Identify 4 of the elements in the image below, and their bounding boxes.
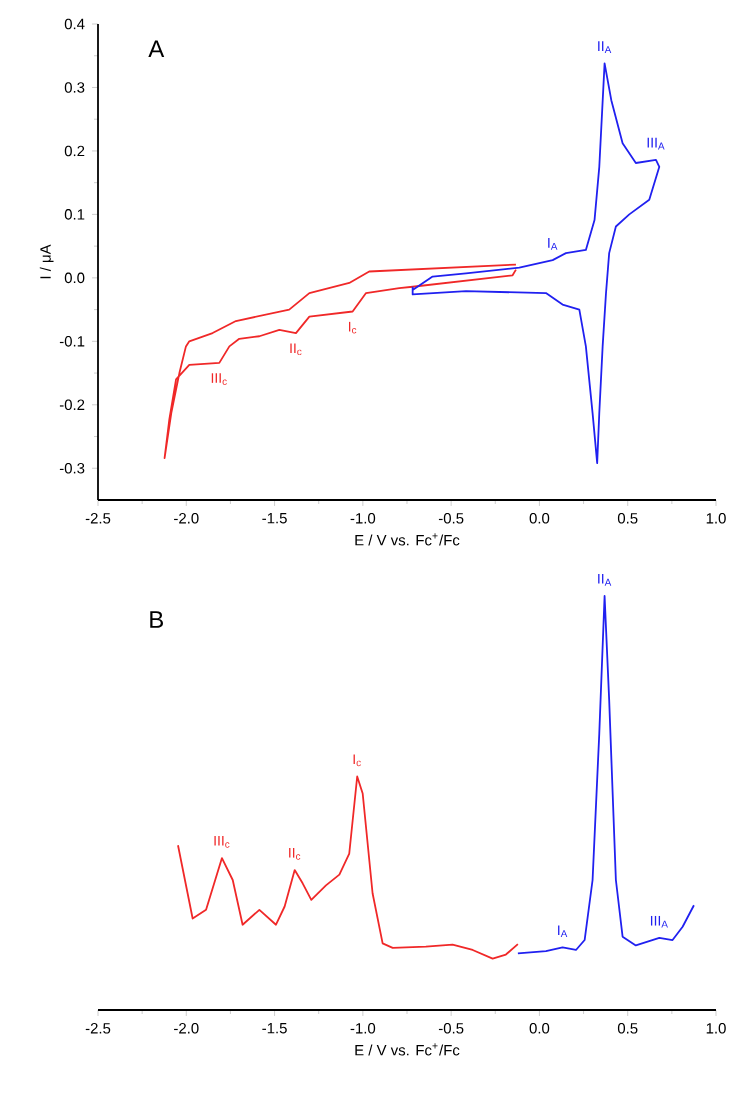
line-series (411, 62, 661, 465)
text: A (148, 40, 165, 58)
line-series (163, 263, 517, 460)
chart-title: B (150, 611, 163, 628)
